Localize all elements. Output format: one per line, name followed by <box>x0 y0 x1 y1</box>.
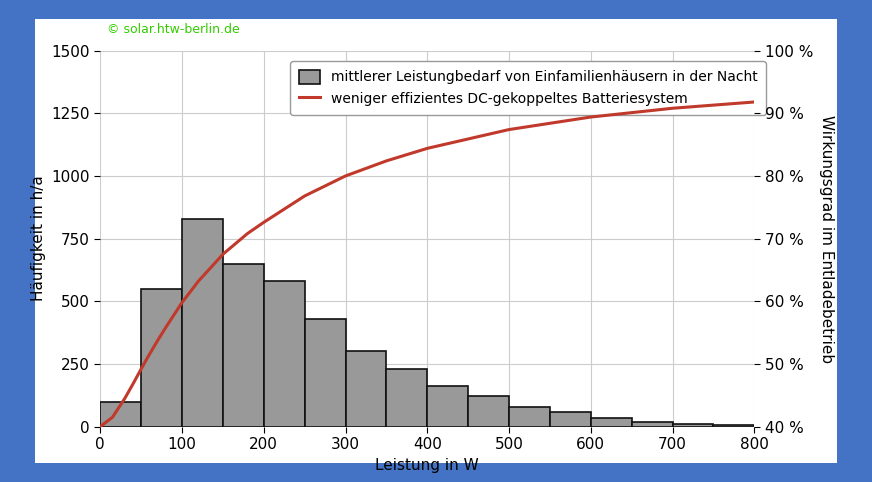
Bar <box>386 369 427 427</box>
Bar <box>550 412 591 427</box>
Bar <box>468 397 509 427</box>
Bar <box>182 218 223 427</box>
Bar <box>100 402 141 427</box>
Bar <box>263 281 304 427</box>
Text: © solar.htw-berlin.de: © solar.htw-berlin.de <box>107 23 240 36</box>
Bar <box>223 264 263 427</box>
Bar <box>345 351 386 427</box>
Bar <box>631 422 672 427</box>
Legend: mittlerer Leistungbedarf von Einfamilienhäusern in der Nacht, weniger effiziente: mittlerer Leistungbedarf von Einfamilien… <box>290 61 766 115</box>
Bar <box>591 418 631 427</box>
Bar <box>672 424 713 427</box>
Y-axis label: Wirkungsgrad im Entladebetrieb: Wirkungsgrad im Entladebetrieb <box>819 115 834 362</box>
Bar <box>304 319 345 427</box>
Bar <box>509 406 550 427</box>
Bar <box>713 425 754 427</box>
Bar <box>427 387 468 427</box>
Bar <box>141 289 182 427</box>
Y-axis label: Häufigkeit in h/a: Häufigkeit in h/a <box>31 176 46 301</box>
X-axis label: Leistung in W: Leistung in W <box>376 457 479 472</box>
